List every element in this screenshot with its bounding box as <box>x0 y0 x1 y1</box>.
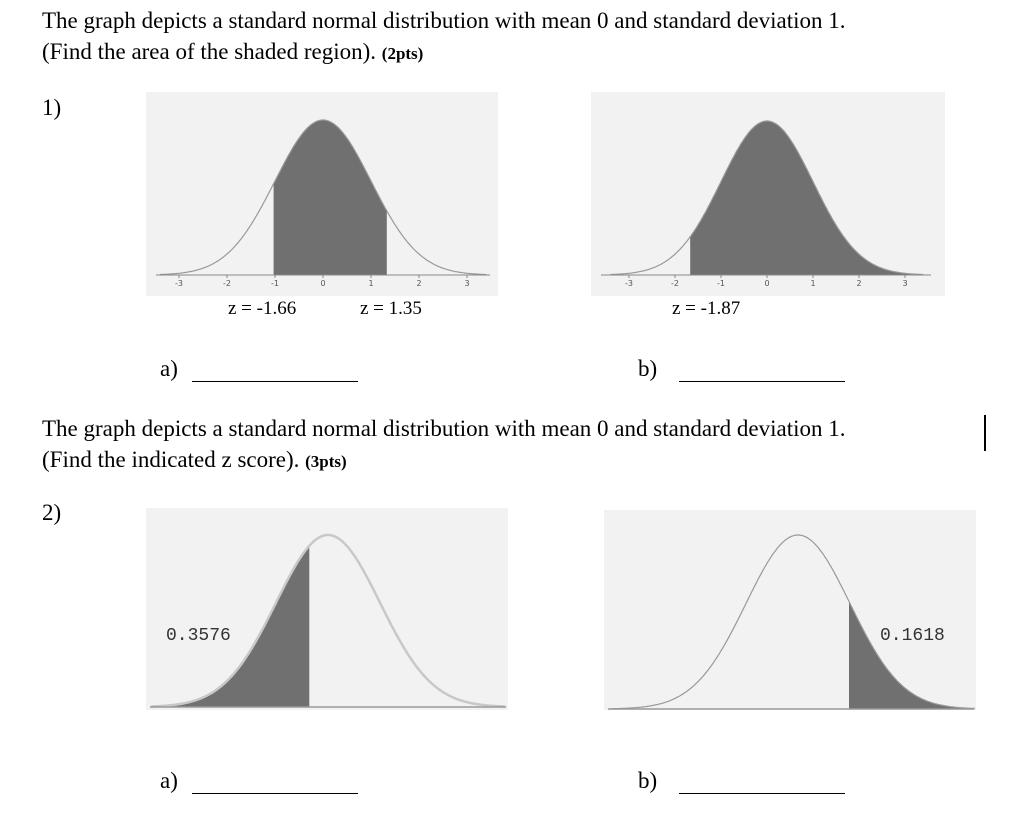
graph-1a-shade-group <box>273 120 387 275</box>
graph-2a-panel <box>146 508 508 710</box>
graph-1b-tick-label: 2 <box>856 279 861 288</box>
section2-number: 2) <box>42 500 62 525</box>
answer-1b-label: b) <box>638 356 658 381</box>
text-cursor <box>984 415 986 451</box>
graph-2a-shaded-region <box>151 545 310 707</box>
graph-1b-tick-label: 0 <box>764 279 769 288</box>
answer-2b-blank[interactable] <box>679 773 846 794</box>
graph-1a-tick-label: -3 <box>175 279 183 288</box>
section2-points: (3pts) <box>305 452 347 471</box>
graph-2a-svg <box>150 533 506 708</box>
section2-instruction-text: (Find the indicated z score). <box>42 447 300 472</box>
graph-1b-tick-label: -3 <box>625 279 633 288</box>
section1-points: (2pts) <box>381 44 424 63</box>
graph-1a-tick-label: -2 <box>223 279 231 288</box>
graph-2b-shaded-region <box>849 601 975 709</box>
graph-1b-tick-label: 3 <box>902 279 907 288</box>
graph-1a-tick-label: 2 <box>416 279 421 288</box>
graph-1a-z-left-label: z = -1.66 <box>228 298 297 319</box>
graph-2b-panel <box>604 510 976 710</box>
graph-2b-svg <box>608 534 975 710</box>
answer-1b-blank[interactable] <box>679 361 846 382</box>
graph-1a-shaded-region <box>273 120 387 275</box>
answer-1b: b) <box>638 356 846 382</box>
section2-instruction-line2: (Find the indicated z score). (3pts) <box>42 447 347 474</box>
section1-number: 1) <box>42 95 62 120</box>
graph-2b-curve <box>610 534 975 710</box>
graph-1b-shade-group <box>690 121 924 275</box>
graph-1a-curve <box>159 119 487 276</box>
graph-1a-ticks: -3 -2 -1 0 1 2 3 <box>175 275 470 288</box>
graph-2b-area-label: 0.1618 <box>880 626 945 646</box>
graph-1a-tick-label: 1 <box>368 279 373 288</box>
section1-instruction-line2: (Find the area of the shaded region). (2… <box>42 39 423 66</box>
graph-1b-ticks: -3 -2 -1 0 1 2 3 <box>625 275 908 288</box>
graph-1b-panel: -3 -2 -1 0 1 2 3 <box>591 92 945 296</box>
answer-2a-label: a) <box>160 768 178 793</box>
graph-1b-tick-label: -1 <box>717 279 725 288</box>
graph-2a-curve <box>151 533 505 708</box>
answer-1a-label: a) <box>160 356 178 381</box>
graph-1b-svg: -3 -2 -1 0 1 2 3 <box>601 120 931 288</box>
graph-1b-tick-label: -2 <box>671 279 679 288</box>
answer-1a-blank[interactable] <box>191 361 358 382</box>
answer-1a: a) <box>160 356 358 382</box>
graph-2b-shade-group <box>849 601 975 709</box>
section1-instruction-line1: The graph depicts a standard normal dist… <box>42 8 846 33</box>
answer-2a: a) <box>160 768 358 794</box>
section1-instruction-text: (Find the area of the shaded region). <box>42 39 377 64</box>
graph-2a-shade-group <box>151 545 310 707</box>
graph-1a-tick-label: 3 <box>464 279 469 288</box>
graph-1a-tick-label: -1 <box>271 279 279 288</box>
graph-1a-svg: -3 -2 -1 0 1 2 3 <box>156 119 490 288</box>
graph-1a-panel: -3 -2 -1 0 1 2 3 <box>146 92 498 296</box>
graph-1a-tick-label: 0 <box>320 279 325 288</box>
answer-2b-label: b) <box>638 768 658 793</box>
graph-1b-z-label: z = -1.87 <box>672 298 741 319</box>
section2-instruction-line1: The graph depicts a standard normal dist… <box>42 416 846 441</box>
graph-1b-shaded-region <box>690 121 924 275</box>
answer-2b: b) <box>638 768 846 794</box>
graph-1b-tick-label: 1 <box>810 279 815 288</box>
graph-1a-z-right-label: z = 1.35 <box>360 298 422 319</box>
graph-1b-curve <box>610 120 924 276</box>
graph-2a-area-label: 0.3576 <box>166 626 231 646</box>
answer-2a-blank[interactable] <box>191 773 358 794</box>
